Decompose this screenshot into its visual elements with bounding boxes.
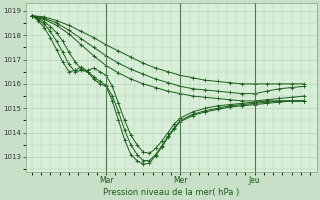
X-axis label: Pression niveau de la mer( hPa ): Pression niveau de la mer( hPa ) (103, 188, 239, 197)
